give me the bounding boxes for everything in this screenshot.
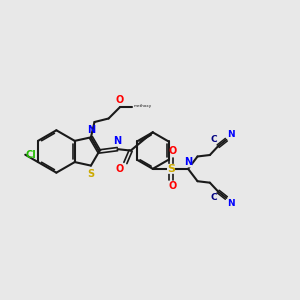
Text: Cl: Cl <box>26 150 37 160</box>
Text: S: S <box>167 164 175 174</box>
Text: O: O <box>168 181 176 191</box>
Text: O: O <box>116 95 124 105</box>
Text: C: C <box>211 193 217 202</box>
Text: S: S <box>87 169 94 178</box>
Text: N: N <box>113 136 122 146</box>
Text: methoxy: methoxy <box>134 104 152 108</box>
Text: N: N <box>227 199 235 208</box>
Text: N: N <box>184 158 192 167</box>
Text: C: C <box>211 135 217 144</box>
Text: O: O <box>168 146 176 157</box>
Text: N: N <box>87 125 95 135</box>
Text: N: N <box>227 130 235 139</box>
Text: O: O <box>116 164 124 174</box>
